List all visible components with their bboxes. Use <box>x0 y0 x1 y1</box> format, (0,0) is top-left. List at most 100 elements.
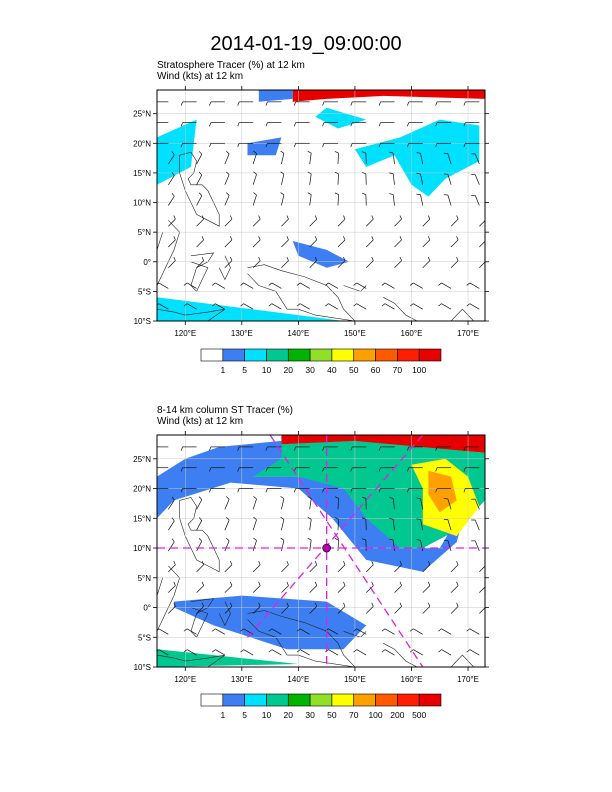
wind-barb-feather <box>209 488 212 493</box>
wind-barb-feather <box>399 215 402 220</box>
wind-barb <box>243 649 254 656</box>
colorbar-label: 60 <box>371 365 381 375</box>
wind-barb-feather <box>435 467 438 472</box>
wind-barb <box>224 519 230 531</box>
wind-barb <box>384 649 395 656</box>
wind-barb-feather <box>409 282 414 286</box>
wind-barb-feather <box>180 446 183 451</box>
wind-barb <box>281 585 289 593</box>
wind-barb-feather <box>230 215 233 220</box>
wind-barb-feather <box>427 215 431 220</box>
wind-barb <box>447 519 452 531</box>
wind-barb <box>186 649 197 656</box>
wind-barb <box>281 218 289 227</box>
wind-barb <box>309 519 312 531</box>
wind-barb <box>450 260 459 268</box>
wind-barb <box>392 540 395 552</box>
wind-barb-feather <box>456 256 459 261</box>
colorbar-label: 5 <box>242 365 247 375</box>
map-area <box>157 435 485 667</box>
colorbar-label: 70 <box>349 710 359 720</box>
wind-barb-feather <box>198 496 203 500</box>
panel2-subtitle-wind: Wind (kts) at 12 km <box>157 416 244 427</box>
wind-barb-feather <box>307 150 312 154</box>
tracer-region-4 <box>428 470 457 513</box>
wind-barb <box>474 499 480 510</box>
wind-barb <box>356 628 367 635</box>
colorbar-label: 100 <box>412 365 426 375</box>
wind-barb-feather <box>240 282 244 286</box>
coastline-1 <box>157 220 180 286</box>
wind-barb <box>168 154 175 165</box>
wind-barb-feather <box>389 517 394 520</box>
wind-barb-feather <box>286 215 289 220</box>
wind-barb-feather <box>307 496 312 499</box>
wind-barb-feather <box>407 467 410 472</box>
wind-barb-feather <box>350 446 353 451</box>
wind-barb-feather <box>463 488 466 493</box>
wind-barb-feather <box>361 151 366 154</box>
y-tick-label: 25°N <box>133 455 151 464</box>
wind-barb-feather <box>253 171 257 175</box>
wind-barb <box>394 239 402 248</box>
wind-barb <box>224 153 230 165</box>
wind-barb-feather <box>378 122 381 127</box>
y-tick-label: 5°S <box>138 287 151 296</box>
wind-barb <box>196 239 204 248</box>
wind-barb <box>474 153 480 165</box>
wind-barb <box>168 499 175 510</box>
wind-barb <box>365 585 374 593</box>
panel1-subtitle-wind: Wind (kts) at 12 km <box>157 71 244 82</box>
wind-barb-feather <box>307 192 312 195</box>
wind-barb <box>384 628 395 635</box>
wind-barb-feather <box>350 488 353 493</box>
wind-barb-feather <box>435 446 438 451</box>
wind-barb-feather <box>378 488 381 493</box>
wind-barb-feather <box>237 446 240 451</box>
wind-barb-feather <box>314 215 318 220</box>
wind-barb <box>271 303 282 310</box>
wind-barb <box>309 239 318 248</box>
wind-barb <box>224 218 233 227</box>
wind-barb <box>422 606 431 614</box>
wind-barb <box>328 649 339 656</box>
colorbar-label: 50 <box>349 365 359 375</box>
wind-barb <box>309 606 318 614</box>
wind-barb-feather <box>361 192 366 195</box>
wind-barb-feather <box>258 215 261 220</box>
wind-barb <box>252 585 261 593</box>
wind-barb-feather <box>389 172 394 175</box>
wind-barb <box>337 585 346 593</box>
wind-barb-feather <box>171 151 175 156</box>
wind-barb-feather <box>334 171 339 175</box>
wind-barb <box>420 498 424 510</box>
wind-barb-feather <box>463 467 466 472</box>
wind-barb-feather <box>456 560 459 565</box>
wind-barb <box>422 239 431 248</box>
wind-barb <box>281 194 285 206</box>
wind-barb <box>392 519 395 531</box>
wind-barb-feather <box>265 143 268 148</box>
map-frame <box>156 89 486 322</box>
wind-barb <box>365 564 374 573</box>
colorbar-label: 50 <box>327 710 337 720</box>
colorbar-label: 70 <box>393 365 403 375</box>
wind-barb <box>224 260 233 268</box>
wind-barb <box>441 282 452 289</box>
tracer-region-2 <box>315 107 367 129</box>
wind-barb <box>224 564 233 573</box>
wind-barb <box>281 564 289 573</box>
wind-barb-feather <box>427 560 431 565</box>
y-tick-label: 10°N <box>133 199 151 208</box>
wind-barb <box>450 564 459 573</box>
wind-barb-feather <box>350 467 353 472</box>
page-title: 2014-01-19_09:00:00 <box>210 33 402 55</box>
wind-barb-feather <box>268 628 273 632</box>
colorbar-label: 30 <box>305 365 315 375</box>
wind-barb <box>224 585 233 593</box>
wind-barb-feather <box>286 560 289 565</box>
wind-barb-feather <box>226 517 230 521</box>
wind-barb-feather <box>343 215 346 220</box>
wind-barb-feather <box>427 581 431 586</box>
wind-barb <box>337 153 339 165</box>
